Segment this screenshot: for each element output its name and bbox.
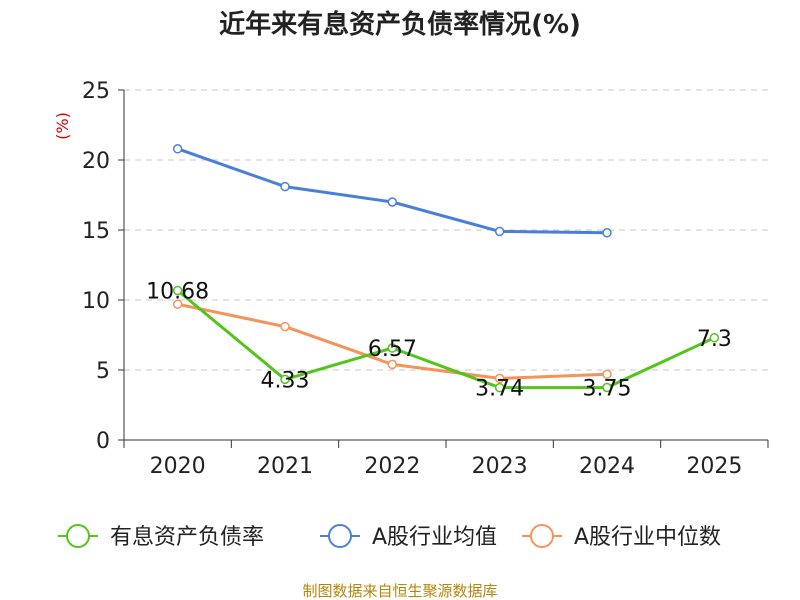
legend-marker <box>66 524 90 548</box>
legend: 有息资产负债率 A股行业均值 A股行业中位数 <box>58 524 721 550</box>
data-label: 4.33 <box>261 368 310 393</box>
x-tick-label: 2021 <box>257 454 313 479</box>
y-axis-unit: (%) <box>53 112 72 140</box>
data-label: 6.57 <box>368 337 417 362</box>
x-tick-label: 2023 <box>472 454 528 479</box>
data-point <box>494 373 505 384</box>
data-point <box>280 181 290 192</box>
data-point <box>602 369 612 379</box>
chart-title: 近年来有息资产负债率情况(%) <box>219 9 581 40</box>
y-tick-label: 5 <box>96 359 110 384</box>
y-tick-label: 25 <box>82 79 110 104</box>
data-point <box>172 144 183 154</box>
data-point <box>387 197 398 207</box>
legend-label: A股行业中位数 <box>574 525 721 550</box>
y-tick-label: 10 <box>82 289 110 314</box>
x-tick-label: 2020 <box>150 454 206 479</box>
grid-lines <box>124 89 768 371</box>
x-tick-label: 2024 <box>579 454 635 479</box>
data-point <box>602 382 612 393</box>
series-line-1 <box>177 147 608 235</box>
data-label: 7.3 <box>697 327 732 352</box>
data-point <box>172 285 183 296</box>
data-point <box>494 382 505 393</box>
data-point <box>494 226 505 237</box>
legend-marker <box>328 524 352 548</box>
data-point <box>280 374 290 385</box>
data-point <box>387 359 398 370</box>
data-point <box>172 299 183 309</box>
y-tick-label: 20 <box>82 149 110 174</box>
data-point <box>709 333 720 343</box>
data-labels: 10.68 4.33 6.57 3.74 3.75 7.3 <box>146 279 732 401</box>
data-label: 10.68 <box>146 279 209 304</box>
data-label: 3.75 <box>583 377 632 402</box>
x-tick-label: 2025 <box>686 454 742 479</box>
series-line-0 <box>176 289 715 390</box>
x-tick-label: 2022 <box>364 454 420 479</box>
legend-marker <box>530 524 554 548</box>
data-point <box>280 321 290 332</box>
series-lines <box>172 144 720 393</box>
data-label: 3.74 <box>475 377 524 402</box>
y-tick-label: 15 <box>82 219 110 244</box>
data-point <box>387 343 398 353</box>
y-tick-label: 0 <box>96 429 110 454</box>
data-point <box>602 228 612 238</box>
legend-label: 有息资产负债率 <box>110 525 264 550</box>
source-note: 制图数据来自恒生聚源数据库 <box>302 582 497 600</box>
legend-label: A股行业均值 <box>372 525 497 550</box>
